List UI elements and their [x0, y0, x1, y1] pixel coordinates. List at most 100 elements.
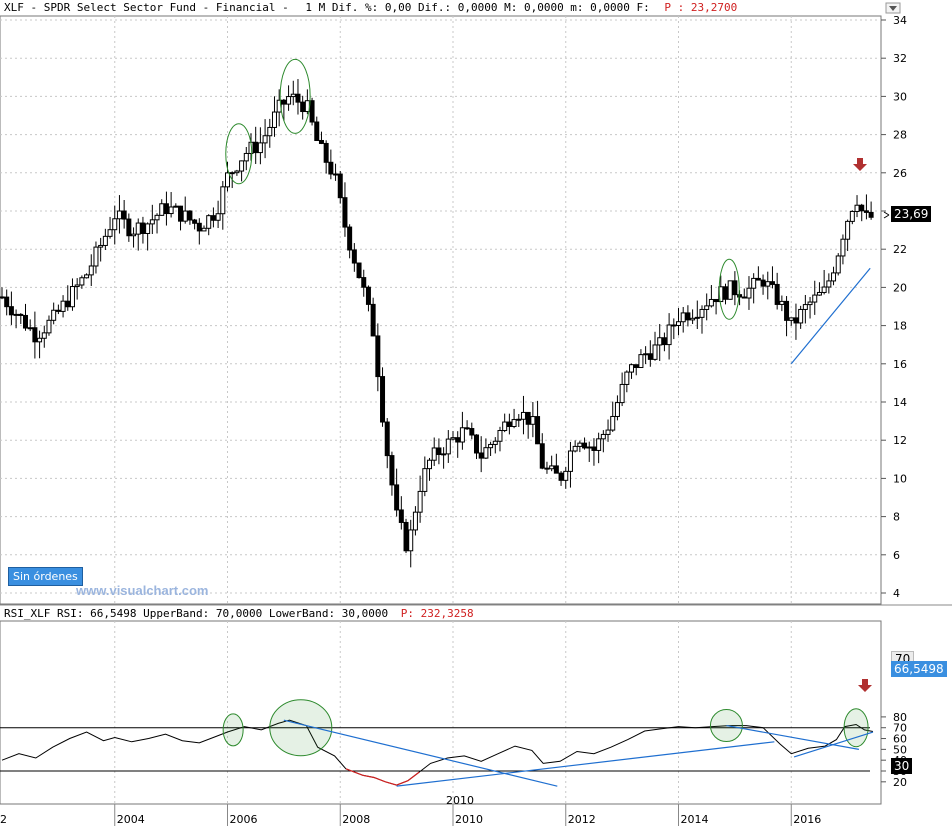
price-down-arrow-icon — [853, 158, 867, 171]
candle-up — [225, 172, 231, 188]
candle-down — [525, 411, 531, 425]
price-y-tick-label: 20 — [893, 281, 907, 294]
candle-up — [37, 337, 43, 343]
candle-up — [831, 272, 837, 282]
candle-up — [676, 321, 682, 326]
candle-down — [774, 283, 780, 305]
x-tick-label: 2004 — [117, 813, 145, 826]
candle-up — [243, 152, 249, 162]
candle-down — [671, 324, 677, 327]
price-y-tick-label: 28 — [893, 129, 907, 142]
candle-down — [140, 222, 146, 234]
candle-up — [215, 213, 221, 221]
candle-up — [624, 371, 630, 385]
candle-up — [629, 364, 635, 373]
rsi-y-tick-label: 50 — [893, 743, 907, 756]
candle-up — [511, 419, 517, 428]
candle-up — [802, 304, 808, 310]
candle-down — [370, 303, 376, 337]
price-plot-frame — [0, 15, 882, 605]
candle-down — [314, 121, 320, 141]
candle-up — [788, 317, 794, 321]
candle-up — [610, 415, 616, 431]
candle-down — [126, 218, 132, 237]
candle-up — [614, 402, 620, 417]
rsi-series — [1, 719, 874, 786]
candle-up — [680, 312, 686, 323]
price-y-tick-label: 6 — [893, 549, 900, 562]
orders-button[interactable]: Sin órdenes — [8, 567, 83, 586]
candle-down — [318, 139, 324, 144]
candle-up — [84, 274, 90, 279]
candle-up — [699, 308, 705, 318]
price-title-stats: 1 M Dif. %: 0,00 Dif.: 0,0000 M: 0,0000 … — [305, 1, 649, 14]
candle-up — [69, 286, 75, 308]
candle-up — [412, 511, 418, 531]
candle-up — [497, 430, 503, 442]
rsi-y-tick-label: 60 — [893, 733, 907, 746]
candle-up — [93, 246, 99, 267]
price-circle-2015 — [718, 258, 740, 320]
candle-down — [478, 452, 484, 459]
candle-up — [459, 427, 465, 443]
candle-up — [290, 93, 296, 98]
candle-down — [18, 313, 24, 316]
candle-up — [46, 319, 52, 334]
candle-up — [600, 433, 606, 440]
candle-up — [182, 210, 188, 222]
candle-up — [131, 233, 137, 237]
rsi-inner-label: 2010 — [446, 794, 474, 807]
x-tick-label: 2012 — [568, 813, 596, 826]
price-uptrend-line — [790, 267, 871, 365]
candle-up — [727, 280, 733, 300]
candle-up — [173, 205, 179, 208]
candle-up — [267, 126, 273, 137]
panel-menu-icon[interactable] — [885, 2, 901, 14]
candle-down — [347, 226, 353, 251]
candle-up — [798, 308, 804, 324]
candle-down — [793, 317, 799, 324]
candle-down — [356, 262, 362, 279]
candle-up — [276, 99, 282, 113]
price-y-tick-label: 22 — [893, 243, 907, 256]
candle-up — [220, 186, 226, 215]
candle-down — [582, 442, 588, 449]
candle-down — [365, 286, 371, 305]
candle-up — [60, 300, 66, 312]
candle-up — [502, 421, 508, 432]
candle-up — [27, 327, 33, 330]
candle-up — [201, 227, 207, 232]
rsi-circle-2017 — [843, 708, 869, 748]
candle-up — [74, 284, 80, 288]
rsi-title-last: P: 232,3258 — [401, 607, 474, 620]
candle-up — [821, 286, 827, 293]
price-title-name: XLF - SPDR Select Sector Fund - Financia… — [4, 1, 289, 14]
candle-up — [234, 170, 240, 174]
candle-down — [121, 210, 127, 220]
candle-up — [765, 281, 771, 287]
candle-up — [812, 294, 818, 303]
candle-down — [859, 204, 865, 212]
candle-down — [591, 446, 597, 451]
candle-up — [450, 437, 456, 440]
candle-up — [271, 111, 277, 128]
candle-up — [286, 96, 292, 105]
candle-down — [342, 197, 348, 228]
candle-down — [328, 161, 334, 175]
candle-up — [427, 459, 433, 470]
price-title-last: P : 23,2700 — [664, 1, 737, 14]
candle-down — [333, 173, 339, 176]
rsi-circle-2007 — [269, 699, 333, 757]
candle-down — [65, 300, 71, 308]
candle-up — [492, 440, 498, 445]
candle-up — [516, 418, 522, 421]
candle-up — [102, 235, 108, 246]
candle-down — [633, 364, 639, 369]
rsi-oversold-segment — [345, 768, 420, 786]
x-axis: 2 2004 2006 2008 2010 2012 2014 2016 — [0, 804, 821, 826]
candle-up — [422, 468, 428, 492]
candle-down — [685, 312, 691, 321]
candle-down — [192, 219, 198, 224]
candle-up — [520, 411, 526, 420]
